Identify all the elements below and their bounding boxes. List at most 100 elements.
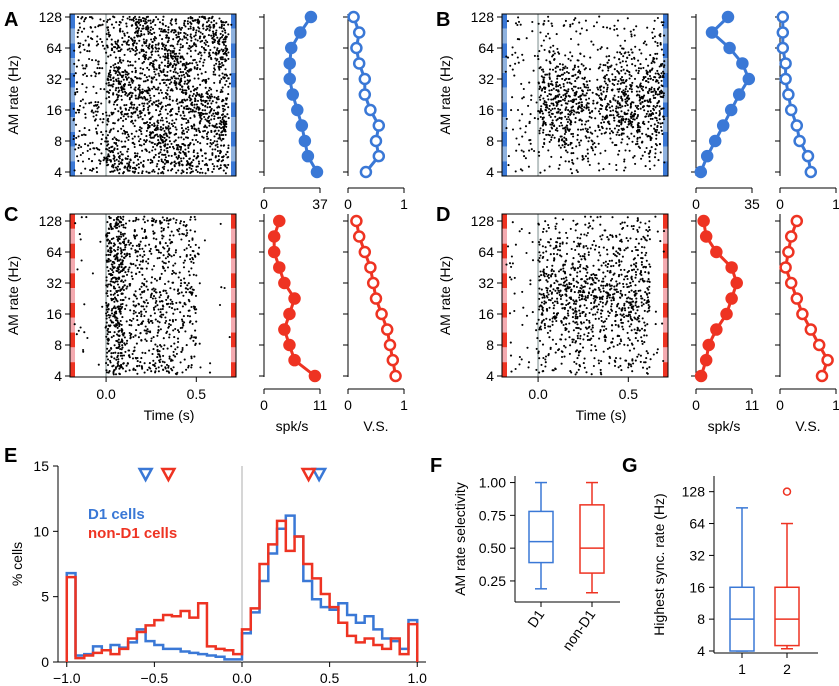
spike-dot bbox=[141, 102, 144, 105]
spike-dot bbox=[159, 358, 162, 361]
data-point bbox=[308, 369, 322, 383]
spike-dot bbox=[224, 83, 227, 86]
spike-dot bbox=[124, 140, 127, 143]
spike-dot bbox=[141, 259, 145, 262]
spike-dot bbox=[190, 167, 193, 170]
spike-dot bbox=[100, 142, 103, 145]
spike-dot bbox=[558, 84, 561, 87]
spike-dot bbox=[197, 77, 200, 80]
spike-dot bbox=[77, 111, 80, 114]
stimulus-strip bbox=[231, 273, 236, 289]
spike-dot bbox=[198, 282, 201, 285]
spike-dot bbox=[567, 88, 570, 91]
spike-dot bbox=[577, 87, 580, 90]
spike-dot bbox=[156, 135, 160, 138]
spike-dot bbox=[661, 132, 664, 136]
spike-dot bbox=[120, 85, 123, 88]
spike-dot bbox=[563, 71, 566, 75]
spike-dot bbox=[150, 45, 153, 48]
spike-dot bbox=[161, 30, 164, 33]
stimulus-strip bbox=[231, 72, 236, 88]
spike-dot bbox=[111, 263, 114, 266]
spike-dot bbox=[74, 148, 77, 151]
spike-dot bbox=[161, 234, 164, 237]
spike-dot bbox=[157, 42, 160, 45]
spike-dot bbox=[97, 60, 100, 63]
spike-dot bbox=[144, 237, 147, 240]
spike-dot bbox=[175, 218, 178, 222]
spike-dot bbox=[613, 24, 616, 27]
spike-dot bbox=[107, 307, 110, 311]
spike-dot bbox=[161, 170, 164, 173]
spike-dot bbox=[147, 86, 150, 89]
spike-dot bbox=[130, 333, 133, 336]
spike-dot bbox=[557, 107, 560, 110]
spike-dot bbox=[604, 82, 608, 85]
spike-dot bbox=[150, 141, 153, 144]
stimulus-strip bbox=[502, 228, 507, 244]
spike-dot bbox=[77, 42, 80, 45]
spike-dot bbox=[116, 96, 119, 99]
spike-dot bbox=[162, 313, 165, 316]
spike-dot bbox=[187, 146, 190, 150]
spike-dot bbox=[133, 143, 136, 146]
spike-dot bbox=[188, 62, 191, 65]
spike-dot bbox=[155, 367, 158, 370]
spike-dot bbox=[185, 254, 188, 257]
spike-dot bbox=[119, 298, 122, 302]
spike-dot bbox=[181, 371, 184, 374]
spike-dot bbox=[179, 311, 182, 314]
spike-dot bbox=[590, 139, 593, 142]
x-axis-label: spk/s bbox=[276, 418, 309, 434]
spike-dot bbox=[119, 319, 122, 323]
raster-dots bbox=[73, 215, 231, 376]
spike-dot bbox=[218, 81, 221, 84]
spike-dot bbox=[198, 162, 201, 165]
spike-dot bbox=[143, 329, 146, 332]
spike-dot bbox=[145, 76, 148, 79]
y-tick-label: 8 bbox=[54, 337, 62, 353]
spike-dot bbox=[160, 364, 163, 367]
spike-dot bbox=[79, 100, 82, 103]
spike-dot bbox=[561, 68, 564, 71]
spike-dot bbox=[105, 111, 108, 114]
stimulus-strip bbox=[663, 72, 668, 88]
spike-dot bbox=[516, 23, 519, 27]
spike-dot bbox=[120, 255, 123, 258]
spike-dot bbox=[121, 259, 125, 262]
spike-dot bbox=[141, 170, 144, 173]
spike-dot bbox=[199, 148, 202, 151]
spike-dot bbox=[154, 43, 157, 46]
spike-dot bbox=[107, 327, 110, 330]
spike-dot bbox=[151, 321, 154, 324]
spike-dot bbox=[658, 109, 661, 113]
spike-dot bbox=[662, 118, 666, 121]
spike-dot bbox=[153, 289, 156, 293]
stimulus-strip bbox=[502, 58, 507, 73]
spike-dot bbox=[114, 107, 117, 111]
stimulus-strip bbox=[70, 332, 75, 348]
spike-dot bbox=[79, 42, 82, 45]
spike-dot bbox=[189, 90, 192, 93]
spike-dot bbox=[632, 156, 635, 159]
stimulus-strip bbox=[502, 214, 507, 229]
spike-dot bbox=[148, 250, 151, 253]
spike-dot bbox=[167, 31, 170, 34]
spike-dot bbox=[206, 119, 209, 122]
spike-dot bbox=[142, 107, 146, 110]
data-point bbox=[352, 57, 366, 70]
spike-dot bbox=[562, 66, 565, 69]
spike-dot bbox=[158, 300, 162, 303]
spike-dot bbox=[564, 89, 567, 92]
spike-dot bbox=[154, 50, 157, 53]
spike-dot bbox=[172, 217, 175, 220]
spike-dot bbox=[144, 338, 147, 341]
spike-dot bbox=[126, 252, 129, 255]
spike-dot bbox=[649, 77, 652, 80]
spike-dot bbox=[158, 353, 161, 356]
spike-dot bbox=[160, 313, 163, 316]
spike-dot bbox=[149, 133, 152, 136]
spike-dot bbox=[225, 47, 228, 50]
spike-dot bbox=[80, 134, 84, 137]
